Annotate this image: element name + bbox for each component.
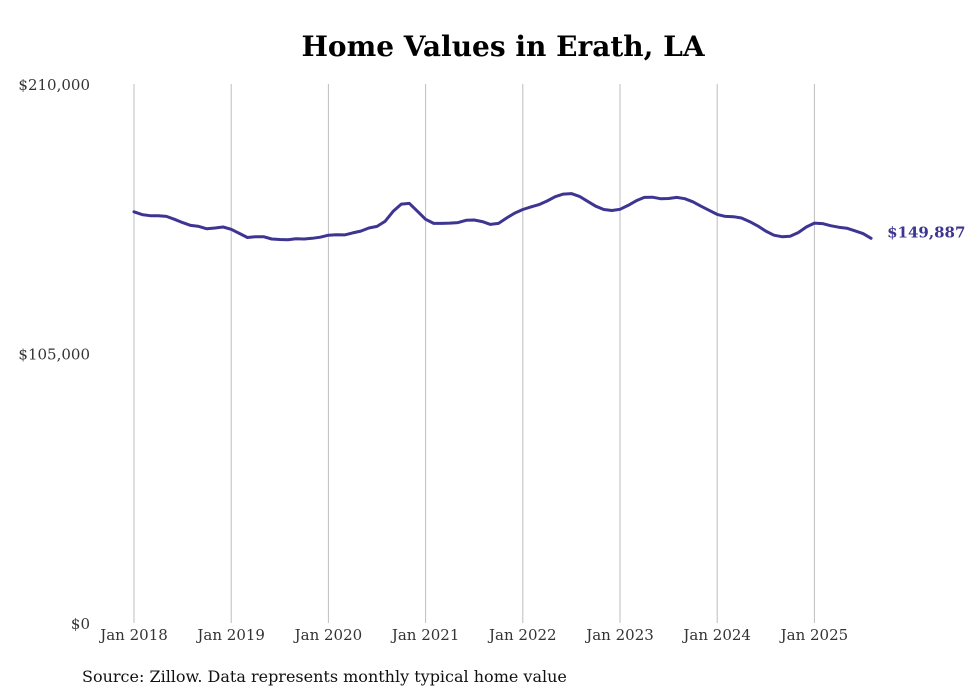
y-tick-label: $105,000 (18, 346, 90, 364)
x-tick-label: Jan 2020 (293, 626, 363, 644)
y-tick-label: $210,000 (18, 76, 90, 94)
chart-title: Home Values in Erath, LA (301, 30, 705, 63)
y-tick-label: $0 (71, 615, 90, 633)
end-value-label: $149,887 (887, 223, 965, 241)
grid-lines (133, 84, 815, 623)
x-tick-label: Jan 2025 (779, 626, 849, 644)
y-axis-ticks: $0 $105,000 $210,000 (18, 76, 90, 633)
source-note: Source: Zillow. Data represents monthly … (82, 667, 567, 686)
x-tick-label: Jan 2021 (390, 626, 460, 644)
x-axis-ticks: Jan 2018 Jan 2019 Jan 2020 Jan 2021 Jan 2022… (98, 626, 848, 644)
x-tick-label: Jan 2022 (487, 626, 557, 644)
x-tick-label: Jan 2018 (98, 626, 168, 644)
series-line (132, 192, 873, 242)
x-tick-label: Jan 2023 (584, 626, 654, 644)
x-tick-label: Jan 2024 (681, 626, 751, 644)
x-tick-label: Jan 2019 (195, 626, 265, 644)
